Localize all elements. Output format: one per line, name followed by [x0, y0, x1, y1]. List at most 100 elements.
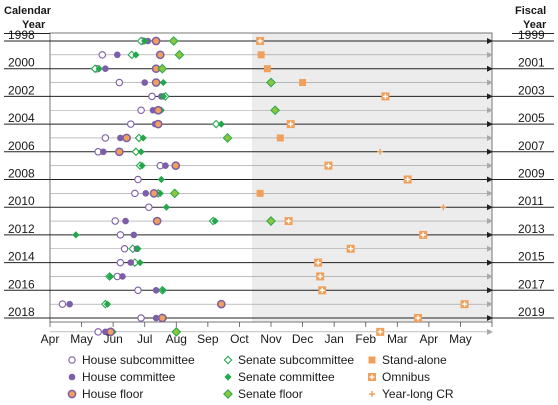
point-house-comm [142, 190, 150, 197]
data-marks [58, 36, 469, 337]
calendar-year-label: 2010 [8, 194, 35, 208]
point-senate-sub [211, 119, 221, 129]
point-cr [440, 204, 447, 211]
point-house-comm [113, 51, 121, 59]
fiscal-year-label: 2007 [518, 139, 545, 153]
x-tick-label: Jan [324, 332, 343, 346]
right-header-line2: Year [523, 19, 547, 31]
point-house-sub [148, 92, 156, 101]
point-house-floor [153, 105, 163, 115]
x-tick-label: Feb [355, 332, 376, 346]
row-arrow [487, 218, 493, 225]
point-cr [377, 148, 384, 155]
x-axis: Apr May Jun Jul Aug Sep Oct Nov Dec Jan Feb Mar Apr M… [41, 322, 493, 346]
row-arrow [487, 328, 493, 335]
point-house-sub [115, 78, 124, 87]
point-house-floor [115, 147, 124, 157]
point-senate-comm [132, 51, 140, 59]
legend-label: House committee [82, 370, 176, 384]
legend-marker-standalone [368, 356, 376, 364]
point-house-comm [117, 134, 124, 142]
point-senate-comm [137, 148, 145, 156]
x-tick-label: Sep [197, 332, 219, 346]
point-house-floor [171, 161, 181, 170]
x-tick-label: May [449, 332, 472, 346]
legend-label: Senate subcommittee [238, 353, 354, 367]
legend-label: Senate floor [238, 387, 303, 401]
point-house-sub [111, 217, 119, 225]
row-arrow [487, 121, 493, 128]
shaded-fiscal-region [252, 33, 492, 322]
point-house-comm [102, 65, 109, 72]
legend: House subcommittee Senate subcommittee Sta… [67, 353, 454, 401]
fiscal-year-label: 2003 [518, 83, 545, 97]
point-omnibus [318, 286, 327, 295]
x-tick-label: May [70, 332, 93, 346]
row-arrow [487, 301, 493, 308]
legend-label: Senate committee [238, 370, 335, 384]
point-omnibus [286, 120, 295, 129]
point-senate-floor [174, 49, 185, 60]
point-house-sub [145, 203, 153, 211]
row-arrow [487, 107, 493, 114]
point-standalone [299, 79, 307, 87]
point-omnibus [413, 314, 422, 322]
row-arrow [487, 190, 493, 197]
right-header-line1: Fiscal [515, 5, 546, 17]
fiscal-year-label: 2017 [518, 277, 545, 291]
point-house-sub [101, 134, 110, 142]
calendar-year-label: 2000 [8, 56, 35, 70]
point-house-sub [131, 189, 139, 198]
point-senate-comm [134, 245, 142, 253]
point-standalone [263, 65, 271, 73]
x-tick-label: Oct [230, 332, 249, 346]
point-house-comm [130, 231, 138, 239]
row-arrow [487, 204, 493, 211]
row-arrow [487, 51, 493, 58]
legend-label: Year-long CR [382, 387, 454, 401]
point-house-floor [157, 313, 167, 323]
point-omnibus [316, 272, 325, 281]
calendar-year-label: 2008 [8, 167, 35, 181]
row-arrow [487, 287, 493, 294]
point-senate-comm [159, 286, 167, 294]
fiscal-year-label: 2019 [518, 305, 545, 319]
point-house-sub [134, 175, 142, 184]
legend-marker-senate-comm [224, 373, 232, 381]
fiscal-year-label: 2013 [518, 222, 545, 236]
point-senate-sub [131, 147, 141, 157]
point-omnibus [324, 161, 333, 170]
row-arrow [487, 176, 493, 183]
legend-marker-senate-sub [223, 355, 233, 365]
point-senate-comm [141, 37, 149, 45]
point-senate-comm [156, 189, 164, 197]
row-arrow [487, 315, 493, 321]
row-arrow [487, 231, 493, 238]
x-tick-label: Aug [166, 332, 187, 346]
point-omnibus [284, 217, 293, 226]
point-senate-floor [266, 77, 276, 88]
calendar-year-label: 2012 [8, 222, 35, 236]
point-house-floor [151, 36, 161, 46]
legend-marker-senate-floor [223, 389, 233, 399]
point-house-floor [216, 299, 226, 309]
point-senate-comm [136, 259, 144, 267]
row-arrow [487, 273, 493, 280]
row-arrow [487, 134, 493, 141]
point-senate-floor [157, 63, 168, 74]
fiscal-year-label: 2011 [518, 194, 544, 208]
row-arrow [487, 259, 493, 266]
calendar-year-label: 2002 [8, 83, 35, 97]
point-senate-comm [106, 272, 115, 281]
row-arrow [487, 65, 493, 72]
calendar-year-label: 1998 [8, 28, 35, 42]
point-standalone [256, 189, 264, 197]
point-senate-floor [222, 133, 233, 143]
fiscal-year-label: 2001 [518, 56, 545, 70]
row-arrow [487, 93, 493, 100]
point-house-comm [152, 314, 160, 322]
point-senate-comm [139, 134, 147, 142]
point-house-floor [151, 78, 161, 87]
x-tick-label: Mar [387, 332, 408, 346]
fiscal-year-label: 2009 [518, 167, 545, 181]
